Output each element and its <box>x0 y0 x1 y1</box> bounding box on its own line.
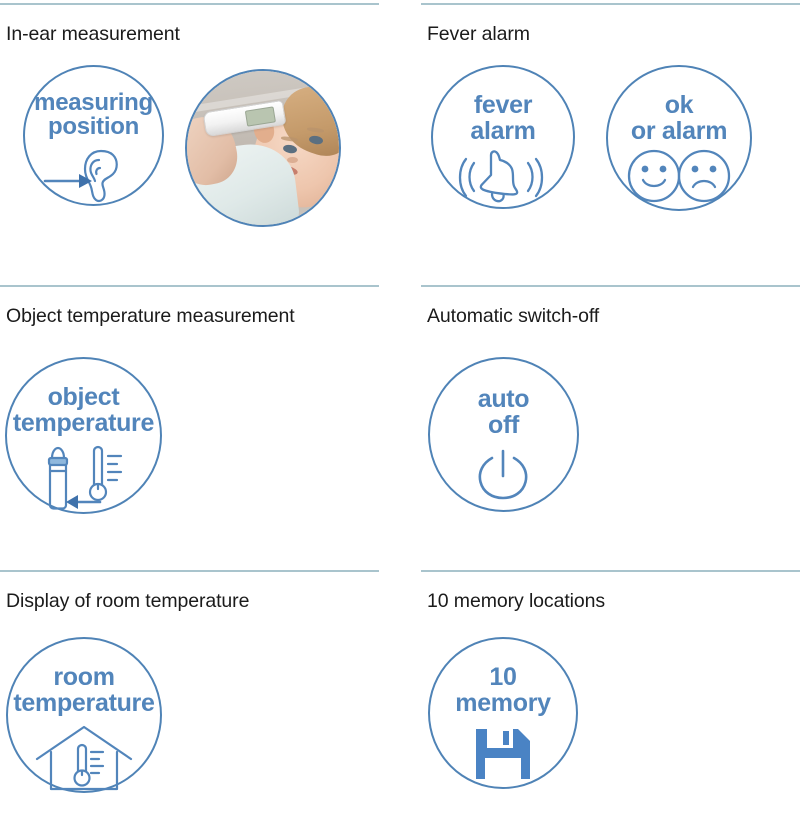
section-divider <box>0 570 379 572</box>
section-divider <box>0 285 379 287</box>
badge-label-measuring-position: measuring position <box>34 89 153 141</box>
feature-icon-row: 10 memory <box>421 624 800 814</box>
ringing-bell-icon <box>447 149 559 203</box>
badge-memory: 10 memory <box>428 637 578 789</box>
badge-label-line-2: off <box>487 410 520 439</box>
badge-fever-alarm: fever alarm <box>431 65 575 209</box>
badge-label-line-1: ok <box>664 91 694 119</box>
house-thermometer-icon <box>25 723 143 793</box>
section-divider <box>421 570 800 572</box>
badge-label-line-1: room <box>53 663 115 691</box>
feature-title: Object temperature measurement <box>6 305 295 327</box>
badge-label-line-1: fever <box>473 91 533 119</box>
feature-card-automatic-switch-off: Automatic switch-off auto off <box>421 282 800 567</box>
feature-icon-row: fever alarm <box>421 57 800 247</box>
badge-ok-or-alarm: ok or alarm <box>606 65 752 211</box>
badge-label-ok-or-alarm: ok or alarm <box>630 91 728 145</box>
feature-card-in-ear-measurement: In-ear measurement measuring position <box>0 0 379 282</box>
badge-label-memory: 10 memory <box>455 663 551 717</box>
badge-label-fever-alarm: fever alarm <box>470 91 536 145</box>
feature-card-room-temperature: Display of room temperature room tempera… <box>0 567 379 800</box>
photo-baby-nose <box>287 157 298 164</box>
feature-icon-row: measuring position <box>0 57 379 247</box>
badge-label-line-1: measuring <box>34 89 153 116</box>
badge-object-temperature: object temperature <box>5 357 162 514</box>
feature-title: Fever alarm <box>427 23 530 45</box>
badge-label-line-1: 10 <box>489 663 517 691</box>
badge-auto-off: auto off <box>428 357 579 512</box>
feature-card-object-temperature: Object temperature measurement object te… <box>0 282 379 567</box>
section-divider <box>421 285 800 287</box>
badge-label-line-2: alarm <box>470 116 536 145</box>
badge-label-room-temperature: room temperature <box>13 663 155 717</box>
photo-device-screen <box>244 106 276 127</box>
power-icon <box>472 447 536 505</box>
smiley-sad-faces-icon <box>623 149 735 203</box>
section-divider <box>0 3 379 5</box>
section-divider <box>421 3 800 5</box>
baby-bottle-thermometer-icon <box>22 445 146 511</box>
feature-title: Display of room temperature <box>6 590 250 612</box>
feature-icon-row: room temperature <box>0 624 379 814</box>
badge-label-line-2: temperature <box>13 688 155 717</box>
baby-ear-thermometer-photo <box>185 69 341 227</box>
feature-title: 10 memory locations <box>427 590 606 612</box>
badge-measuring-position: measuring position <box>23 65 164 206</box>
feature-card-memory-locations: 10 memory locations 10 memory <box>421 567 800 800</box>
ear-with-arrow-icon <box>39 143 149 205</box>
badge-label-object-temperature: object temperature <box>12 383 155 437</box>
feature-title: Automatic switch-off <box>427 305 600 327</box>
badge-label-line-2: memory <box>455 688 551 717</box>
feature-icon-row: object temperature <box>0 339 379 529</box>
badge-label-line-2: position <box>48 113 139 141</box>
floppy-disk-icon <box>472 725 534 783</box>
feature-title: In-ear measurement <box>6 23 180 45</box>
badge-label-line-1: object <box>47 383 120 411</box>
feature-icon-row: auto off <box>421 339 800 529</box>
badge-room-temperature: room temperature <box>6 637 162 793</box>
badge-label-auto-off: auto off <box>477 385 530 439</box>
feature-card-fever-alarm: Fever alarm fever alarm <box>421 0 800 282</box>
badge-label-line-2: or alarm <box>630 116 728 145</box>
badge-label-line-2: temperature <box>12 408 155 437</box>
photo-content <box>187 71 339 225</box>
badge-label-line-1: auto <box>477 385 530 413</box>
